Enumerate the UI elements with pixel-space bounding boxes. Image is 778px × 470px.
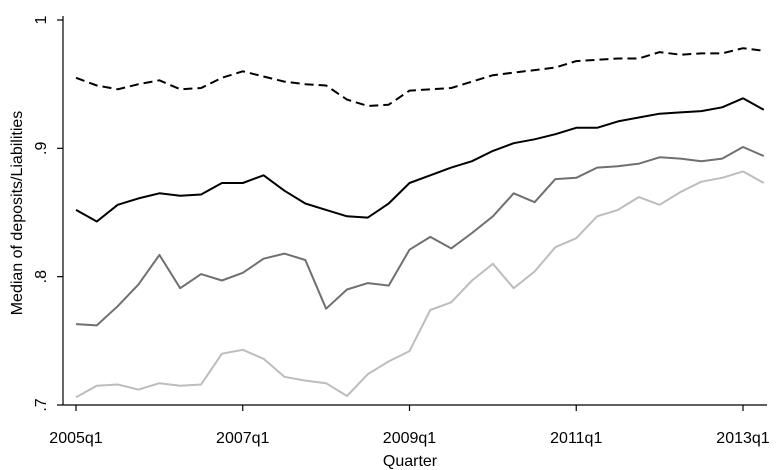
series-layer xyxy=(75,47,765,399)
y-tick-label: .7 xyxy=(33,398,50,411)
x-tick-label: 2013q1 xyxy=(716,430,769,447)
y-tick-label: .9 xyxy=(33,142,50,155)
series-line-4 xyxy=(75,170,765,399)
y-tick-label: .8 xyxy=(33,270,50,283)
x-tick-label: 2009q1 xyxy=(383,430,436,447)
series-line-2 xyxy=(75,97,765,223)
x-tick-label: 2011q1 xyxy=(550,430,602,447)
x-axis-title: Quarter xyxy=(383,453,438,470)
y-axis-title: Median of deposits/Liabilities xyxy=(9,111,26,316)
x-tick-label: 2005q1 xyxy=(49,430,102,447)
series-line-3 xyxy=(75,146,765,327)
y-tick-label: 1 xyxy=(33,15,50,24)
x-ticks: 2005q1 2007q1 2009q1 2011q1 2013q1 xyxy=(49,405,770,447)
y-ticks: .7 .8 .9 1 xyxy=(33,15,63,412)
x-tick-label: 2007q1 xyxy=(216,430,269,447)
series-line-1 xyxy=(75,47,764,107)
